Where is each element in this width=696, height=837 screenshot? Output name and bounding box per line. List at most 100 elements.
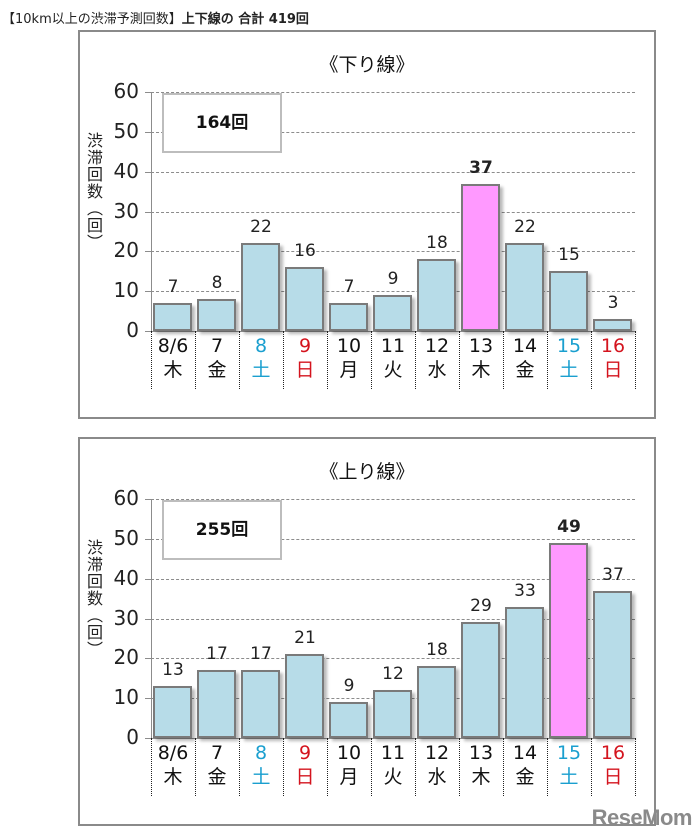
bar-value-label: 33 bbox=[514, 580, 536, 601]
bar bbox=[197, 299, 236, 331]
y-tick-mark bbox=[145, 499, 151, 500]
y-axis-title-char: ︶ bbox=[86, 640, 103, 659]
category-separator bbox=[635, 331, 636, 389]
category-separator bbox=[591, 738, 592, 796]
bar-value-label: 7 bbox=[167, 277, 179, 298]
x-category: 10 月 bbox=[327, 742, 371, 790]
y-tick-mark bbox=[145, 92, 151, 93]
x-category-date: 14 bbox=[512, 742, 538, 764]
total-count-box: 164回 bbox=[162, 93, 282, 153]
bar bbox=[241, 243, 280, 331]
category-separator bbox=[547, 738, 548, 796]
bar bbox=[549, 542, 588, 738]
x-category-day-of-week: 日 bbox=[295, 359, 315, 381]
x-category-date: 9 bbox=[298, 335, 312, 357]
gridline bbox=[151, 211, 635, 213]
heading-total: 上下線の 合計 419回 bbox=[181, 12, 309, 27]
x-category: 14 金 bbox=[503, 742, 547, 790]
bar-value-label: 3 bbox=[607, 293, 619, 314]
x-category-day-of-week: 日 bbox=[603, 766, 623, 788]
bar-value-label: 22 bbox=[514, 217, 536, 238]
y-axis-title-char: 滞 bbox=[86, 148, 103, 167]
x-category-date: 9 bbox=[298, 742, 312, 764]
gridline bbox=[151, 291, 635, 293]
bar bbox=[549, 271, 588, 331]
y-tick-label: 20 bbox=[113, 238, 139, 263]
x-category: 13 木 bbox=[459, 742, 503, 790]
bar bbox=[505, 243, 544, 331]
category-separator bbox=[459, 738, 460, 796]
bar bbox=[241, 670, 280, 738]
x-category: 12 水 bbox=[415, 742, 459, 790]
x-category: 15 土 bbox=[547, 742, 591, 790]
y-tick-mark bbox=[145, 251, 151, 253]
x-category: 10 月 bbox=[327, 335, 371, 383]
bar-value-label: 16 bbox=[294, 241, 316, 262]
x-category-day-of-week: 水 bbox=[427, 766, 447, 788]
x-category-day-of-week: 金 bbox=[207, 359, 227, 381]
x-category-date: 16 bbox=[600, 335, 626, 357]
y-tick-label: 10 bbox=[113, 685, 139, 710]
x-category-date: 13 bbox=[468, 742, 494, 764]
bar bbox=[417, 259, 456, 331]
y-axis-title: 渋滞回数 ︵ 回 ︶ bbox=[86, 132, 104, 251]
x-category: 14 金 bbox=[503, 335, 547, 383]
x-category-date: 10 bbox=[336, 742, 362, 764]
x-category: 8/6 木 bbox=[151, 742, 195, 790]
x-category-day-of-week: 金 bbox=[515, 359, 535, 381]
x-category: 8/6 木 bbox=[151, 335, 195, 383]
y-tick-label: 40 bbox=[113, 565, 139, 590]
y-tick-label: 0 bbox=[126, 725, 139, 749]
category-separator bbox=[371, 331, 372, 389]
x-axis-line bbox=[145, 331, 635, 332]
chart-down-line: 《下り線》 渋滞回数 ︵ 回 ︶ 0 10 20 30 40 50 60 164回 7 8/6 木 8 7 金 22… bbox=[78, 30, 656, 419]
bar bbox=[505, 606, 544, 738]
x-category-day-of-week: 金 bbox=[515, 766, 535, 788]
bar bbox=[373, 295, 412, 331]
bar bbox=[285, 267, 324, 331]
category-separator bbox=[371, 738, 372, 796]
y-axis-title-char: 渋 bbox=[86, 131, 103, 150]
category-separator bbox=[591, 331, 592, 389]
category-separator bbox=[151, 331, 152, 389]
gridline bbox=[151, 171, 635, 173]
bar bbox=[153, 303, 192, 331]
total-count-box: 255回 bbox=[162, 500, 282, 560]
y-axis-title: 渋滞回数 ︵ 回 ︶ bbox=[86, 539, 104, 658]
x-category-day-of-week: 木 bbox=[471, 766, 491, 788]
bar-value-label: 15 bbox=[558, 245, 580, 266]
x-category-day-of-week: 土 bbox=[251, 766, 271, 788]
y-axis-title-char: 渋 bbox=[86, 538, 103, 557]
x-category-date: 8 bbox=[254, 335, 268, 357]
y-axis-title-char: 回 bbox=[86, 572, 103, 591]
x-category-day-of-week: 土 bbox=[251, 359, 271, 381]
x-category-date: 10 bbox=[336, 335, 362, 357]
category-separator bbox=[635, 738, 636, 796]
x-category-date: 12 bbox=[424, 335, 450, 357]
bar-value-label: 9 bbox=[343, 676, 355, 697]
category-separator bbox=[239, 738, 240, 796]
category-separator bbox=[415, 738, 416, 796]
x-axis-line bbox=[145, 738, 635, 739]
category-separator bbox=[415, 331, 416, 389]
y-tick-mark bbox=[145, 658, 151, 660]
x-category-day-of-week: 木 bbox=[163, 359, 183, 381]
gridline bbox=[151, 92, 635, 93]
x-category: 11 火 bbox=[371, 335, 415, 383]
y-axis-line bbox=[151, 499, 152, 738]
y-tick-label: 0 bbox=[126, 318, 139, 342]
x-category-day-of-week: 水 bbox=[427, 359, 447, 381]
bar bbox=[417, 666, 456, 738]
x-category: 16 日 bbox=[591, 335, 635, 383]
y-tick-label: 10 bbox=[113, 278, 139, 303]
x-category-date: 16 bbox=[600, 742, 626, 764]
y-tick-mark bbox=[145, 538, 151, 540]
category-separator bbox=[283, 331, 284, 389]
bar bbox=[153, 686, 192, 738]
x-category-date: 14 bbox=[512, 335, 538, 357]
